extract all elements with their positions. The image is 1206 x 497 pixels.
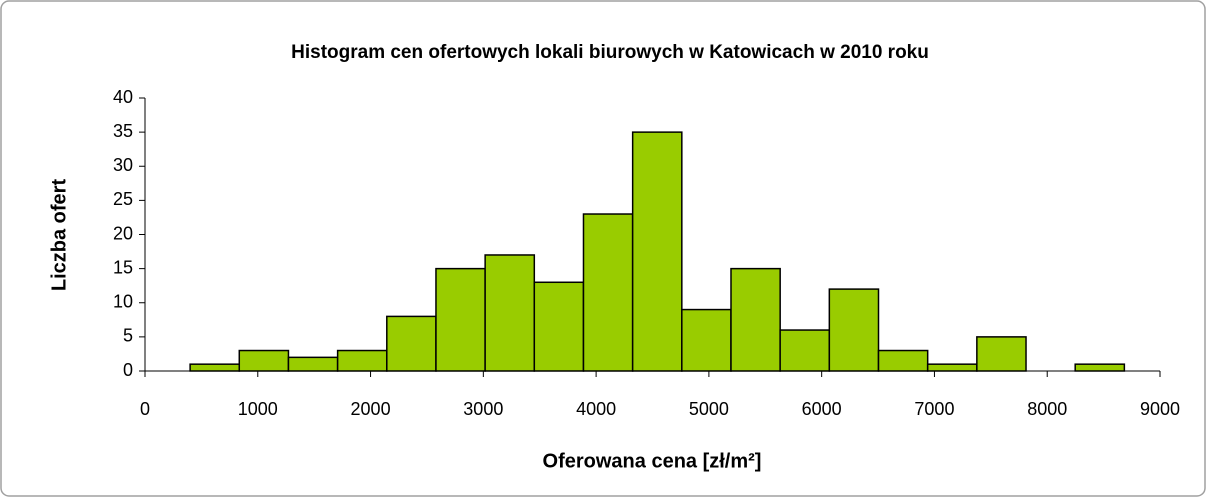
y-tick-label: 20 — [113, 223, 133, 243]
y-tick-label: 35 — [113, 121, 133, 141]
y-tick-label: 10 — [113, 292, 133, 312]
bar — [533, 281, 585, 372]
bar — [287, 356, 339, 372]
y-tick-label: 25 — [113, 189, 133, 209]
bar — [238, 349, 290, 372]
y-tick-label: 30 — [113, 155, 133, 175]
bar — [435, 267, 486, 372]
y-tick-label: 15 — [113, 257, 133, 277]
y-tick-label: 5 — [123, 326, 133, 346]
bar — [189, 363, 241, 372]
bar — [779, 329, 831, 372]
bar — [681, 308, 732, 372]
bar — [582, 213, 634, 372]
x-tick-label: 9000 — [1140, 399, 1180, 419]
bar — [877, 349, 929, 372]
x-tick-label: 6000 — [802, 399, 842, 419]
x-tick-label: 7000 — [914, 399, 954, 419]
bar — [828, 288, 880, 372]
x-tick-label: 4000 — [576, 399, 616, 419]
y-tick-label: 40 — [113, 87, 133, 107]
bar — [336, 349, 388, 372]
x-axis-label: Oferowana cena [zł/m²] — [543, 450, 762, 472]
bar — [484, 254, 536, 372]
bar — [730, 267, 781, 372]
bar — [386, 315, 437, 372]
bar — [631, 131, 683, 372]
x-tick-label: 2000 — [351, 399, 391, 419]
x-tick-label: 5000 — [689, 399, 729, 419]
x-tick-label: 0 — [140, 399, 150, 419]
x-tick-label: 3000 — [463, 399, 503, 419]
x-tick-label: 1000 — [238, 399, 278, 419]
y-tick-label: 0 — [123, 360, 133, 380]
chart-title: Histogram cen ofertowych lokali biurowyc… — [291, 42, 929, 63]
y-axis-label: Liczba ofert — [48, 179, 70, 292]
x-tick-label: 8000 — [1027, 399, 1067, 419]
bar — [1074, 363, 1126, 372]
bar — [976, 336, 1027, 372]
bar — [926, 363, 978, 372]
